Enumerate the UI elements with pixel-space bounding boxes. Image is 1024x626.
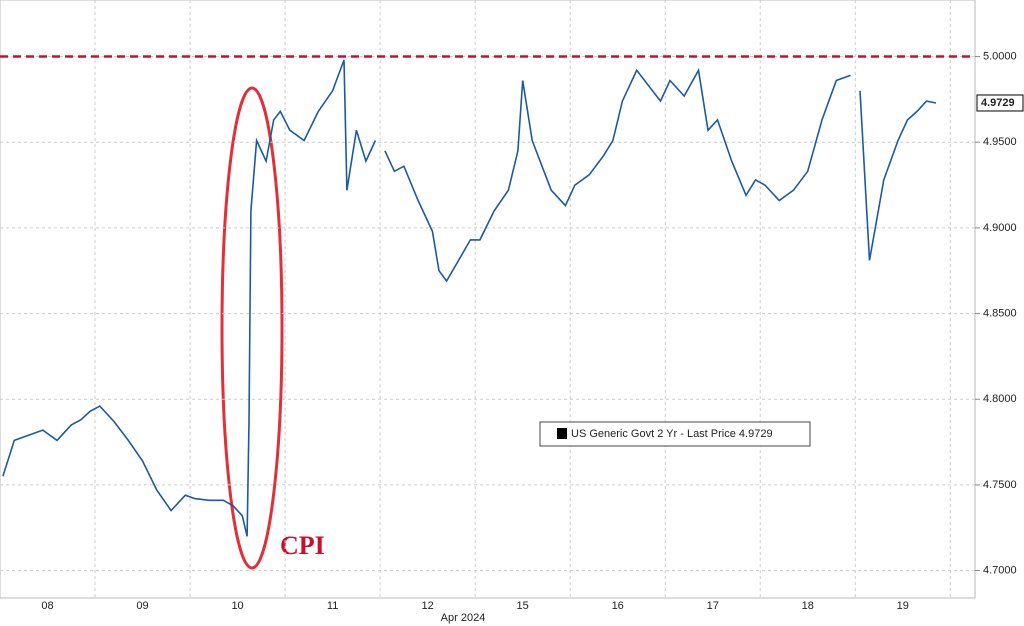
x-tick-label: 19 (897, 600, 909, 612)
x-tick-label: 11 (327, 600, 338, 612)
x-tick-label: 18 (802, 600, 814, 612)
x-tick-label: 09 (136, 600, 148, 612)
x-tick-label: 12 (422, 600, 434, 612)
y-tick-label: 5.0000 (983, 50, 1017, 62)
legend-swatch (557, 428, 567, 439)
y-tick-label: 4.9500 (983, 136, 1017, 148)
x-tick-label: 16 (612, 600, 624, 612)
price-line (2, 59, 937, 537)
legend: US Generic Govt 2 Yr - Last Price 4.9729 (539, 421, 811, 447)
highlight-ellipse (220, 86, 284, 570)
x-tick-label: 17 (707, 600, 719, 612)
x-tick-label: 10 (231, 600, 243, 612)
y-tick-label: 4.9000 (983, 222, 1017, 234)
y-tick-label: 4.8000 (983, 393, 1017, 405)
x-tick-label: 15 (517, 600, 529, 612)
legend-box (539, 421, 811, 447)
last-value-label: 4.9729 (981, 97, 1015, 109)
last-value-tag (976, 94, 1024, 112)
y-tick-label: 4.8500 (983, 307, 1017, 319)
legend-label: US Generic Govt 2 Yr - Last Price 4.9729 (571, 428, 773, 440)
y-tick-label: 4.7500 (983, 479, 1017, 491)
plot-area (0, 0, 976, 599)
x-tick-label: 08 (41, 600, 53, 612)
x-axis-label: Apr 2024 (441, 612, 486, 624)
annotation: CPI (280, 531, 325, 560)
y-tick-label: 4.7000 (983, 564, 1017, 576)
